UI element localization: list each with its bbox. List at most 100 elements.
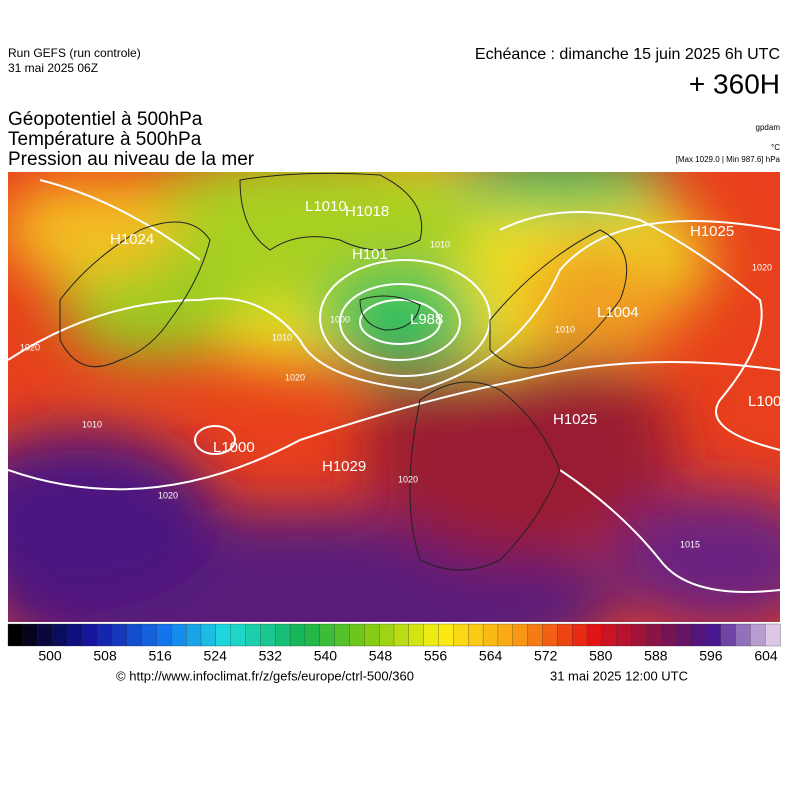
isobar-label: 1000 [330,314,350,324]
pressure-center: H1025 [553,411,597,428]
colorbar-cell [750,623,766,647]
colorbar-cell [111,623,128,647]
title: Température à 500hPa [8,129,202,150]
colorbar-cell [527,623,544,647]
colorbar-cell [631,623,648,647]
isobar-label: 1020 [398,474,418,484]
unit: °C [771,143,780,152]
colorbar-tick: 596 [699,648,723,664]
pressure-center: H1025 [690,223,734,240]
colorbar-cell [349,623,365,647]
colorbar-cell [482,623,499,647]
title: Pression au niveau de la mer [8,149,255,170]
colorbar-tick: 564 [479,648,503,664]
isobar-label: 1010 [430,239,450,249]
isobar-label: 1020 [752,262,772,272]
colorbar-cell [289,623,306,647]
lead-time: + 360H [689,68,780,99]
colorbar-cell [7,623,24,647]
colorbar-tick: 548 [369,648,393,664]
colorbar-cell [334,623,351,647]
colorbar-tick: 524 [204,648,228,664]
colorbar-tick: 500 [38,648,62,664]
isobar-label: 1010 [82,419,102,429]
colorbar-cell [141,623,158,647]
echeance: Echéance : dimanche 15 juin 2025 6h UTC [475,46,780,63]
colorbar-cell [438,623,455,647]
pressure-center: L988 [410,311,443,328]
colorbar-cell [364,623,380,647]
colorbar-tick: 572 [534,648,558,664]
colorbar-cell [96,623,113,647]
colorbar-cell [572,623,588,647]
colorbar-cell [720,623,737,647]
colorbar-cell [37,623,54,647]
pressure-center: H101 [352,246,388,263]
isobar-label: 1020 [158,490,178,500]
colorbar-cell [230,623,247,647]
colorbar-cell [705,623,722,647]
pressure-center: H1024 [110,231,154,248]
colorbar-tick: 556 [424,648,448,664]
colorbar-cell [379,623,395,647]
colorbar-cell [67,623,83,647]
colorbar-cell [393,623,410,647]
colorbar-tick: 540 [314,648,338,664]
colorbar-cell [275,623,291,647]
run: Run GEFS (run controle) [8,46,141,60]
colorbar-cell [126,623,143,647]
unit: gpdam [756,123,781,132]
colorbar-cell [423,623,440,647]
colorbar-cell [616,623,633,647]
colorbar-cell [304,623,321,647]
colorbar-cell [156,623,172,647]
isobar-label: 1010 [272,332,292,342]
colorbar-tick: 532 [259,648,283,664]
colorbar-cell [171,623,187,647]
colorbar-cell [601,623,618,647]
colorbar-cell [512,623,529,647]
isobar-label: 1015 [680,539,700,549]
colorbar-cell [453,623,469,647]
colorbar-cell [735,623,751,647]
colorbar-tick: 508 [93,648,117,664]
pressure-center: H1029 [322,458,366,475]
pressure-center: L1004 [597,304,639,321]
isobar-label: 1020 [285,372,305,382]
colorbar-cell [408,623,425,647]
colorbar-cell [186,623,202,647]
issued: 31 mai 2025 12:00 UTC [550,668,688,683]
colorbar-cell [661,623,677,647]
colorbar-cell [52,623,69,647]
colorbar-cell [82,623,98,647]
colorbar-cell [675,623,692,647]
colorbar-cell [22,623,39,647]
colorbar-tick: 588 [644,648,668,664]
colorbar-cell [260,623,276,647]
colorbar-cell [497,623,514,647]
colorbar-cell [200,623,217,647]
colorbar-cell [765,623,781,647]
colorbar-cell [319,623,336,647]
colorbar-cell [542,623,558,647]
pressure-center: L100 [748,393,781,410]
colorbar-cell [586,623,603,647]
pressure-center: H1018 [345,203,389,220]
isobar-label: 1010 [555,324,575,334]
isobar-label: 1020 [20,342,40,352]
colorbar-cell [690,623,707,647]
colorbar-cell [468,623,484,647]
colorbar-cell [215,623,232,647]
pressure-center: L1000 [213,439,255,456]
colorbar-cell [646,623,662,647]
colorbar-cell [245,623,262,647]
unit: [Max 1029.0 | Min 987.6] hPa [676,155,781,164]
colorbar-cell [557,623,573,647]
run-date: 31 mai 2025 06Z [8,61,98,75]
colorbar-tick: 516 [148,648,172,664]
title: Géopotentiel à 500hPa [8,109,203,130]
colorbar-tick: 604 [754,648,778,664]
colorbar-tick: 580 [589,648,613,664]
